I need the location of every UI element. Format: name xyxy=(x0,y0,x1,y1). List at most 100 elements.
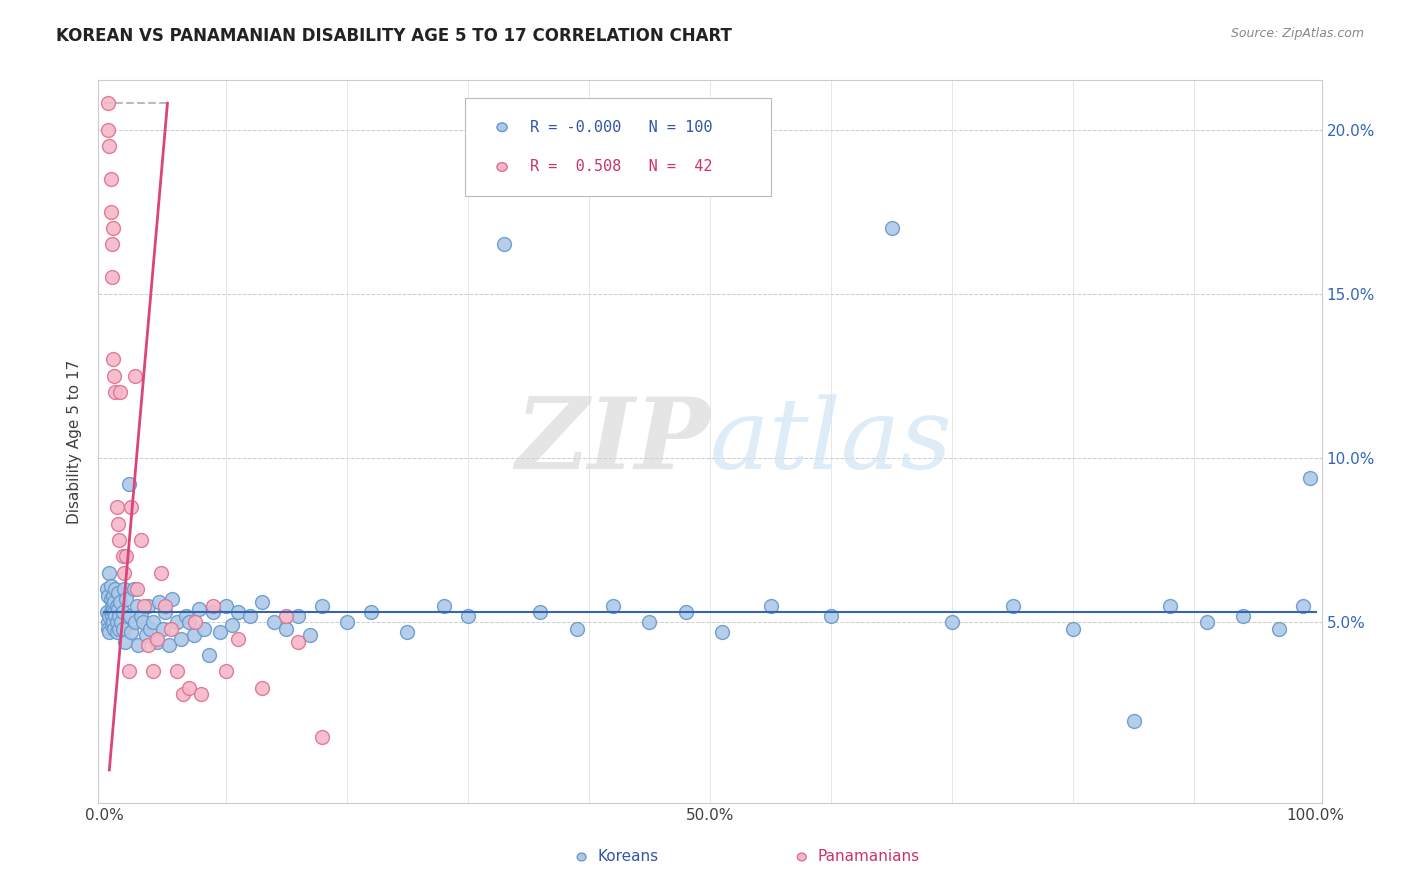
Point xyxy=(103,605,125,619)
Text: ZIP: ZIP xyxy=(515,393,710,490)
Point xyxy=(1232,608,1254,623)
Point xyxy=(118,477,141,491)
Point xyxy=(111,549,134,564)
Point xyxy=(174,608,197,623)
Point xyxy=(115,592,138,607)
Point xyxy=(1062,622,1084,636)
Point xyxy=(105,615,128,630)
Point xyxy=(529,605,551,619)
Point xyxy=(820,608,842,623)
Point xyxy=(179,615,201,630)
Point xyxy=(152,622,174,636)
Point xyxy=(142,665,165,679)
Point xyxy=(100,237,122,252)
Point xyxy=(565,622,588,636)
Point xyxy=(190,687,212,701)
Point xyxy=(226,605,249,619)
Point xyxy=(118,608,141,623)
Point xyxy=(115,549,138,564)
Point xyxy=(214,665,236,679)
Point xyxy=(250,681,273,695)
Point xyxy=(1122,714,1144,728)
Text: Panamanians: Panamanians xyxy=(818,849,920,864)
Ellipse shape xyxy=(496,162,508,171)
Point xyxy=(166,665,188,679)
Point xyxy=(336,615,359,630)
Point xyxy=(148,595,170,609)
Point xyxy=(1001,599,1024,613)
Point xyxy=(142,615,165,630)
Point xyxy=(214,599,236,613)
Ellipse shape xyxy=(578,853,586,861)
Point xyxy=(457,608,479,623)
Point xyxy=(287,635,309,649)
Point xyxy=(108,608,131,623)
Point xyxy=(114,635,136,649)
Text: Koreans: Koreans xyxy=(598,849,658,864)
Point xyxy=(97,122,120,136)
Point xyxy=(98,625,121,640)
Point xyxy=(100,171,122,186)
Point xyxy=(208,625,231,640)
Point xyxy=(127,582,149,597)
Point xyxy=(136,638,159,652)
Point xyxy=(110,595,132,609)
Point xyxy=(127,599,149,613)
Point xyxy=(139,622,162,636)
Point xyxy=(108,622,131,636)
Point xyxy=(100,270,122,285)
Point xyxy=(105,599,128,613)
Point xyxy=(98,139,121,153)
Point xyxy=(239,608,262,623)
Point xyxy=(107,585,129,599)
Point xyxy=(184,615,207,630)
Point xyxy=(103,595,125,609)
Point xyxy=(107,602,129,616)
Point xyxy=(101,352,124,367)
Point xyxy=(299,628,322,642)
Point xyxy=(675,605,697,619)
Point xyxy=(360,605,382,619)
Point xyxy=(880,221,903,235)
Point xyxy=(97,615,120,630)
Point xyxy=(162,592,184,607)
Point xyxy=(100,592,122,607)
Point xyxy=(311,599,333,613)
Point xyxy=(111,622,134,636)
Point xyxy=(166,615,188,630)
Point xyxy=(97,589,120,603)
Point xyxy=(494,237,516,252)
Y-axis label: Disability Age 5 to 17: Disability Age 5 to 17 xyxy=(67,359,83,524)
Point xyxy=(112,566,135,580)
Point xyxy=(134,599,156,613)
Point xyxy=(104,582,127,597)
Point xyxy=(103,368,125,383)
Point xyxy=(120,625,142,640)
Point xyxy=(124,615,146,630)
Point xyxy=(127,638,149,652)
Point xyxy=(129,533,152,547)
Point xyxy=(153,605,176,619)
Point xyxy=(101,602,124,616)
Point xyxy=(122,582,145,597)
Point xyxy=(1159,599,1181,613)
Point xyxy=(226,632,249,646)
Ellipse shape xyxy=(496,123,508,132)
Point xyxy=(160,622,183,636)
Point xyxy=(129,608,152,623)
Point xyxy=(157,638,180,652)
Point xyxy=(100,579,122,593)
Text: R = -0.000   N = 100: R = -0.000 N = 100 xyxy=(530,120,713,135)
Point xyxy=(104,608,127,623)
Point xyxy=(103,622,125,636)
Text: KOREAN VS PANAMANIAN DISABILITY AGE 5 TO 17 CORRELATION CHART: KOREAN VS PANAMANIAN DISABILITY AGE 5 TO… xyxy=(56,27,733,45)
Point xyxy=(108,533,131,547)
Point xyxy=(100,599,122,613)
Point xyxy=(183,628,205,642)
Text: atlas: atlas xyxy=(710,394,953,489)
Point xyxy=(759,599,782,613)
Point xyxy=(202,605,225,619)
Point xyxy=(432,599,454,613)
Point xyxy=(202,599,225,613)
Point xyxy=(197,648,219,662)
